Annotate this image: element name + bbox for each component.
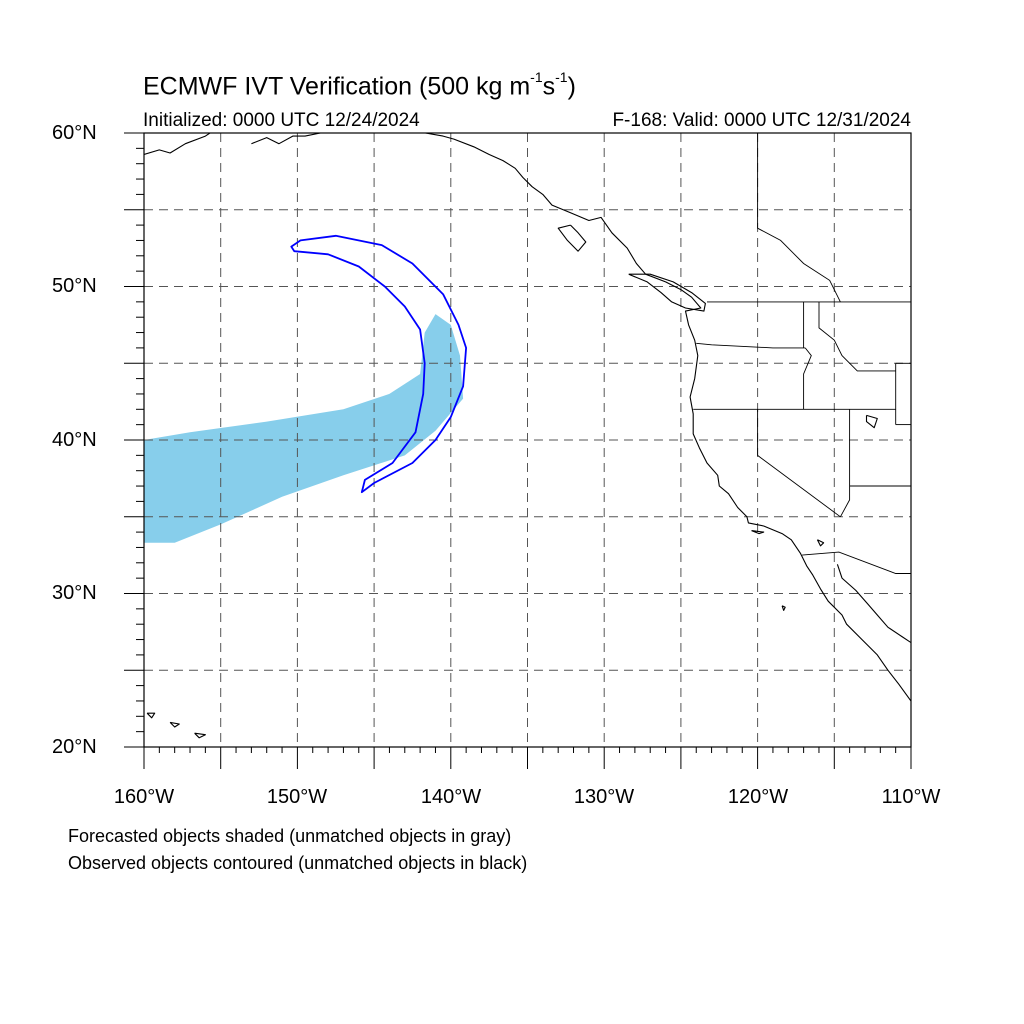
lat-label-20n: 20°N [52, 736, 97, 758]
observed-objects-note: Observed objects contoured (unmatched ob… [68, 853, 528, 873]
lon-label-130w: 130°W [573, 786, 635, 808]
coastline-kauai [146, 712, 156, 719]
border-or-id [803, 347, 812, 410]
political-borders-layer [693, 133, 911, 574]
lon-label-140w: 140°W [420, 786, 482, 808]
coastline-vancouver-island [628, 273, 706, 312]
axis-ticks [124, 132, 912, 769]
observed-object-contour [290, 234, 468, 494]
lon-label-110w: 110°W [881, 786, 941, 808]
border-ca-nv [757, 409, 841, 518]
border-nv-az [840, 486, 851, 518]
coastline-maui [194, 732, 206, 739]
lat-label-50n: 50°N [52, 275, 97, 297]
forecast-objects-note: Forecasted objects shaded (unmatched obj… [68, 826, 512, 846]
coastline-hawaii-island [207, 749, 219, 754]
coastline-gulf-alaska-east [422, 133, 911, 702]
valid-time-label: F-168: Valid: 0000 UTC 12/31/2024 [612, 110, 911, 131]
lat-label-30n: 30°N [52, 582, 97, 604]
coastline-kenai [251, 133, 322, 145]
coastline-salton-sea [816, 539, 825, 547]
initialized-label: Initialized: 0000 UTC 12/24/2024 [143, 110, 420, 131]
map-frame [143, 132, 912, 748]
coastline-great-salt-lake [865, 414, 878, 429]
border-wa-or [696, 342, 806, 349]
coastlines-layer [144, 133, 911, 754]
lon-label-120w: 120°W [727, 786, 789, 808]
lat-label-40n: 40°N [52, 429, 97, 451]
coastline-haida-gwaii [557, 224, 587, 252]
coastline-channel-islands [751, 530, 765, 535]
coastline-guadalupe [781, 605, 786, 611]
coastline-alaska-south [144, 133, 212, 156]
lon-label-160w: 160°W [113, 786, 175, 808]
coastline-oahu [169, 721, 180, 728]
lat-label-60n: 60°N [52, 122, 97, 144]
lon-label-150w: 150°W [266, 786, 328, 808]
border-bc-ab [757, 133, 841, 303]
observed-objects-layer [290, 234, 468, 494]
map-title: ECMWF IVT Verification (500 kg m-1s-1) [143, 69, 576, 101]
gridlines [144, 133, 911, 747]
forecast-object-shaded [144, 314, 464, 543]
forecast-objects-layer [144, 314, 464, 543]
border-us-mexico [802, 551, 911, 574]
coastline-gulf-california [836, 564, 911, 644]
border-id-mt [818, 301, 896, 372]
